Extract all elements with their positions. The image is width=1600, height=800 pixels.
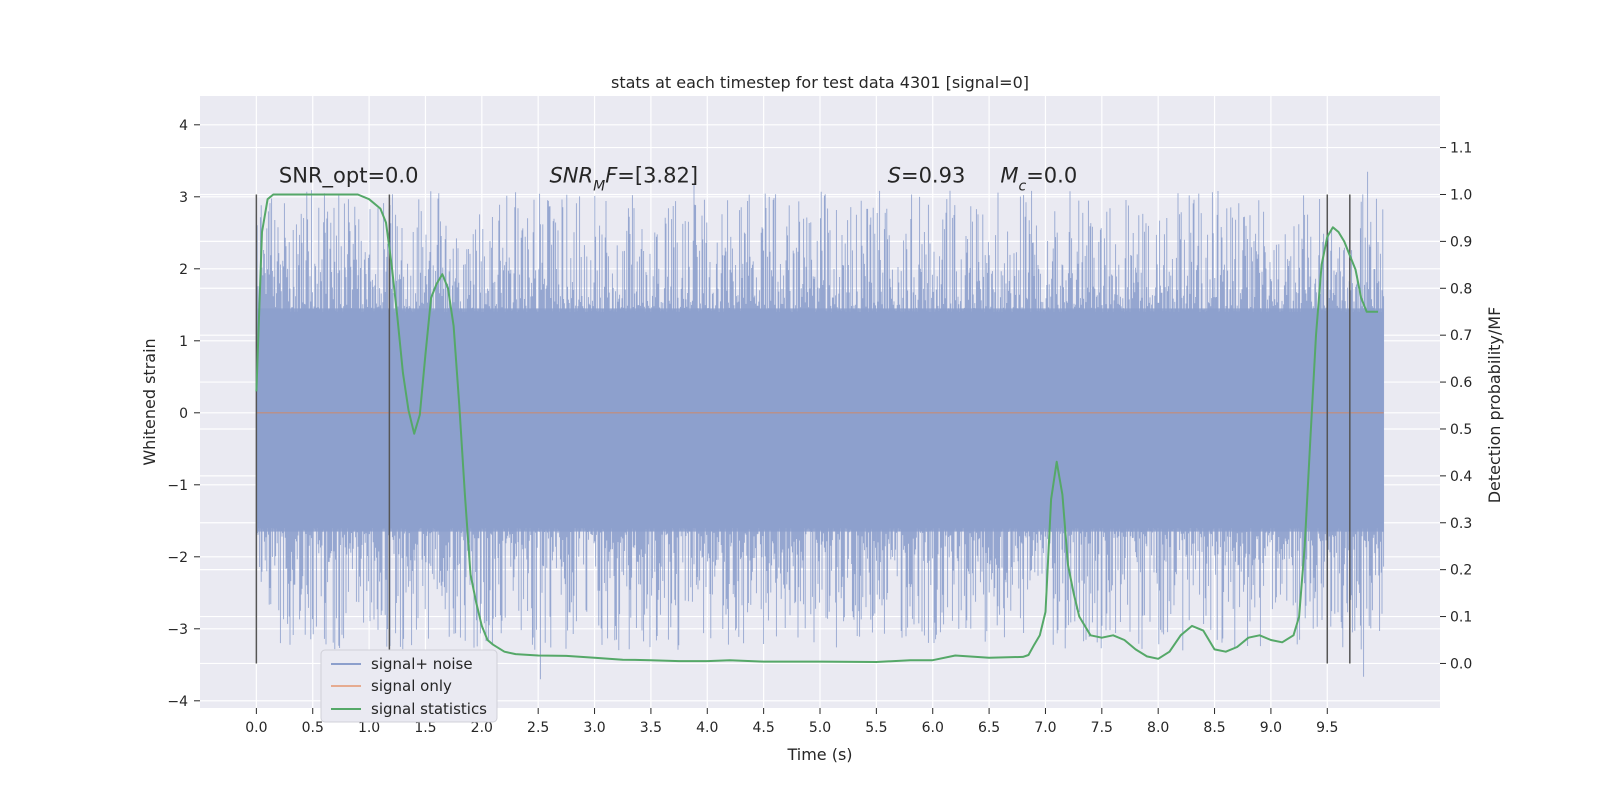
y2-axis-label: Detection probability/MF (1485, 307, 1504, 504)
y2-tick-label: 1.1 (1450, 141, 1472, 157)
x-tick-label: 8.0 (1147, 720, 1169, 736)
x-tick-label: 7.5 (1091, 720, 1113, 736)
legend-box (320, 649, 498, 723)
y-tick-label: 2 (179, 262, 188, 278)
annotation-3: Mc=0.0 (1000, 163, 1077, 194)
y-axis-label: Whitened strain (140, 338, 159, 465)
y-tick-label: 0 (179, 406, 188, 422)
y-tick-label: 4 (179, 118, 188, 134)
x-tick-label: 8.5 (1203, 720, 1225, 736)
y2-axis-ticks: 0.0 0.1 0.2 0.3 0.4 0.5 0.6 0.7 0.8 0.9 1.0 1.1 (1440, 141, 1472, 672)
y2-tick-label: 0.7 (1450, 328, 1472, 344)
annotations: SNR_opt=0.0 SNRMF=[3.82] S=0.93 Mc=0.0 (279, 163, 1077, 194)
series-signal-statistics (255, 193, 1378, 663)
x-tick-label: 2.0 (471, 720, 493, 736)
x-axis-label: Time (s) (786, 745, 852, 764)
legend: signal+ noise signal only signal statist… (320, 649, 498, 723)
x-tick-label: 3.0 (583, 720, 605, 736)
y2-tick-label: 0.3 (1450, 516, 1472, 532)
x-tick-label: 4.5 (753, 720, 775, 736)
x-tick-label: 9.5 (1316, 720, 1338, 736)
x-axis-ticks: 0.0 0.5 1.0 1.5 2.0 2.5 3.0 3.5 4.0 4.5 5.0 5.5 6.0 6… (245, 708, 1338, 736)
y2-tick-label: 0.5 (1450, 422, 1472, 438)
y-tick-label: 1 (179, 334, 188, 350)
y2-tick-label: 0.1 (1450, 610, 1472, 626)
legend-label-signal-only: signal only (371, 677, 452, 695)
annotation-1: SNRMF=[3.82] (549, 163, 698, 194)
x-tick-label: 7.0 (1034, 720, 1056, 736)
y-tick-label: −3 (167, 622, 188, 638)
x-tick-label: 6.0 (922, 720, 944, 736)
x-tick-label: 0.5 (302, 720, 324, 736)
signal-statistics-line (255, 193, 1378, 663)
chart-title: stats at each timestep for test data 430… (611, 73, 1029, 92)
y2-tick-label: 0.2 (1450, 563, 1472, 579)
series-signal-noise (255, 171, 1385, 680)
y2-tick-label: 0.0 (1450, 656, 1472, 672)
y-tick-label: −2 (167, 550, 188, 566)
x-tick-label: 1.5 (414, 720, 436, 736)
legend-label-signal-noise: signal+ noise (371, 655, 473, 673)
x-tick-label: 2.5 (527, 720, 549, 736)
x-tick-label: 6.5 (978, 720, 1000, 736)
annotation-2: S=0.93 (888, 163, 966, 187)
annotation-0: SNR_opt=0.0 (279, 163, 419, 188)
y-tick-label: −1 (167, 478, 188, 494)
y-tick-label: 3 (179, 190, 188, 206)
x-tick-label: 5.0 (809, 720, 831, 736)
x-tick-label: 4.0 (696, 720, 718, 736)
y2-tick-label: 0.9 (1450, 234, 1472, 250)
y2-tick-label: 0.6 (1450, 375, 1472, 391)
y2-tick-label: 1.0 (1450, 187, 1472, 203)
x-tick-label: 1.0 (358, 720, 380, 736)
y2-tick-label: 0.4 (1450, 469, 1472, 485)
vertical-markers (255, 194, 1351, 664)
y2-tick-label: 0.8 (1450, 281, 1472, 297)
x-tick-label: 5.5 (865, 720, 887, 736)
y-tick-label: −4 (167, 694, 188, 710)
x-tick-label: 3.5 (640, 720, 662, 736)
x-tick-label: 9.0 (1260, 720, 1282, 736)
x-tick-label: 0.0 (245, 720, 267, 736)
y-axis-ticks: −4 −3 −2 −1 0 1 2 3 4 (167, 118, 200, 710)
legend-label-signal-statistics: signal statistics (371, 700, 487, 718)
